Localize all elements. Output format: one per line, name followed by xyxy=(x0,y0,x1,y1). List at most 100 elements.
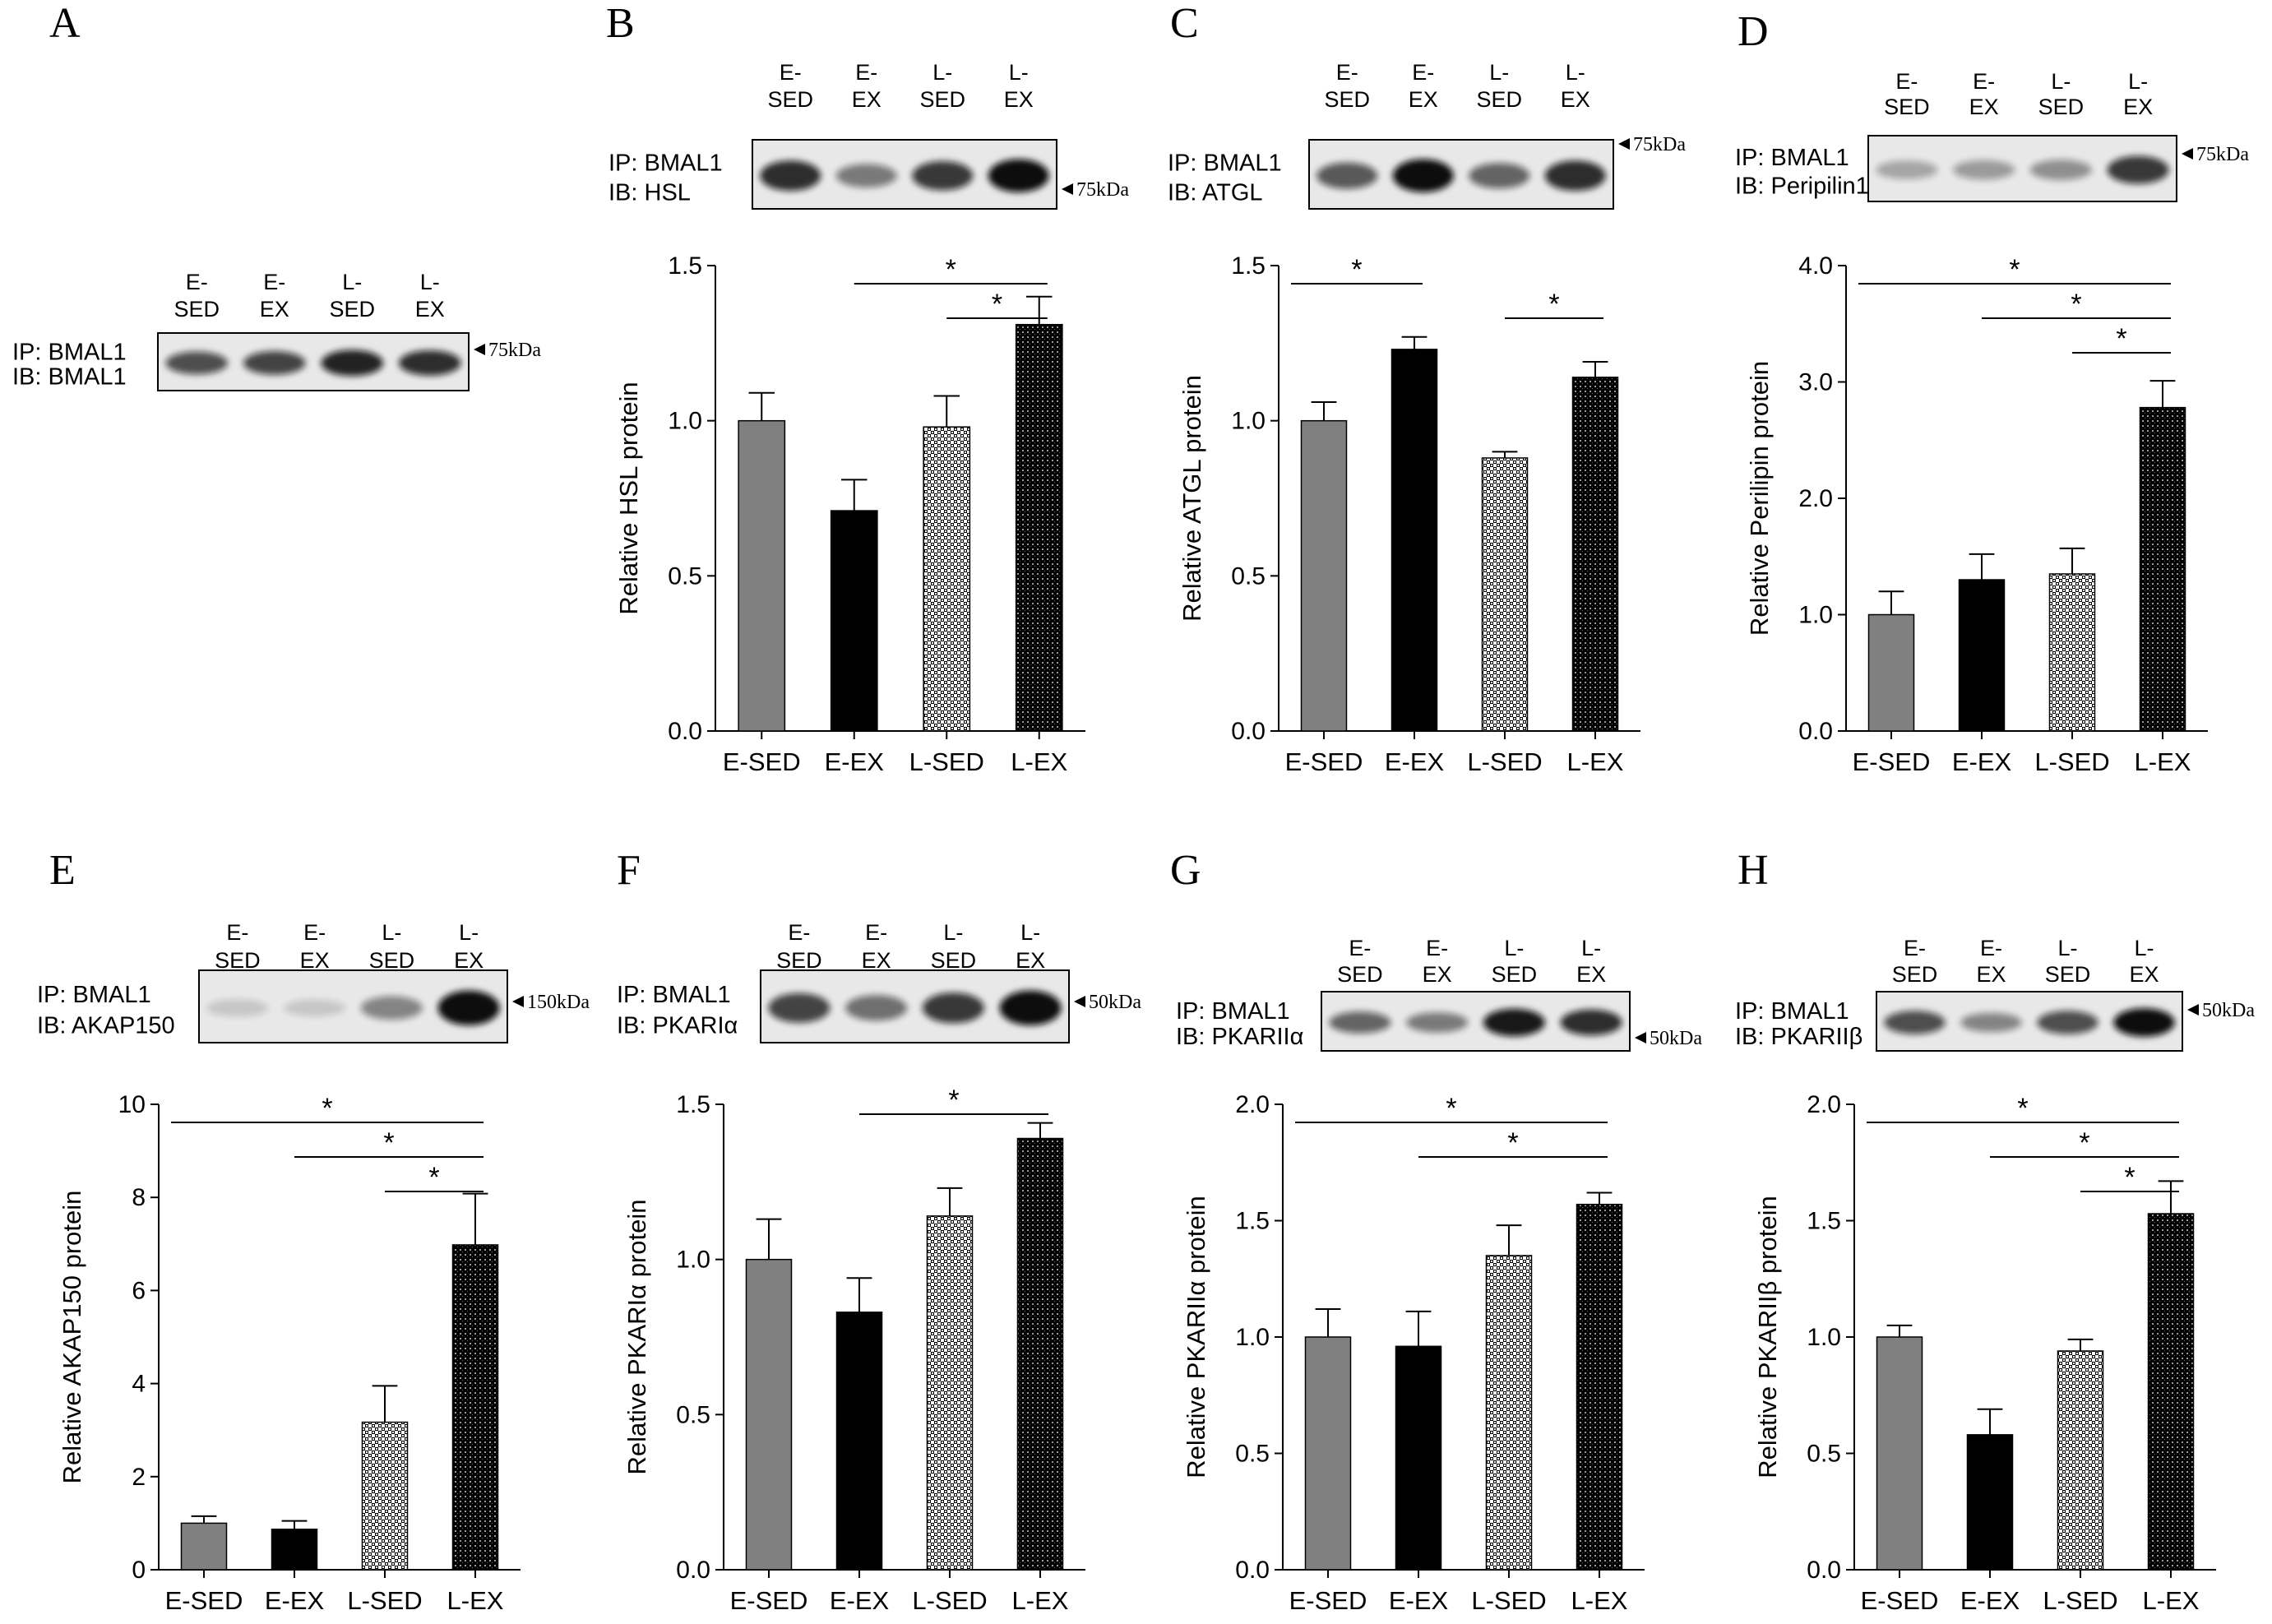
band xyxy=(321,349,384,377)
ib-label: IB: BMAL1 xyxy=(12,364,127,391)
significance-star: * xyxy=(2071,289,2081,320)
lane-label-bottom: SED xyxy=(369,948,415,973)
x-tick-label: L-SED xyxy=(912,1586,987,1615)
x-tick-label: L-EX xyxy=(447,1586,504,1615)
x-tick-label: L-SED xyxy=(1467,747,1542,776)
band xyxy=(922,992,984,1024)
marker-arrow-icon xyxy=(1618,138,1630,150)
ip-label: IP: BMAL1 xyxy=(37,982,151,1008)
lane-label-bottom: SED xyxy=(329,297,375,322)
lane-label-bottom: EX xyxy=(852,87,881,112)
y-tick-label: 0.0 xyxy=(1235,1557,1270,1584)
bar-e-sed xyxy=(1304,1336,1352,1571)
significance-star: * xyxy=(2116,323,2126,354)
bar-l-sed xyxy=(361,1421,409,1571)
y-axis-label: Relative PKARIIβ protein xyxy=(1753,1196,1782,1478)
ip-label: IP: BMAL1 xyxy=(1735,998,1849,1025)
significance-star: * xyxy=(948,1085,959,1116)
band xyxy=(1392,159,1454,192)
bar-l-sed xyxy=(1485,1255,1533,1571)
x-tick-label: E-SED xyxy=(1861,1586,1939,1615)
lane-label-bottom: SED xyxy=(174,297,220,322)
lane-label-top: L- xyxy=(1489,60,1509,85)
significance-star: * xyxy=(383,1127,394,1159)
lane-label-bottom: EX xyxy=(260,297,289,322)
marker-arrow-icon xyxy=(2187,1004,2199,1016)
lane-label-bottom: SED xyxy=(1492,962,1538,987)
lane-label-bottom: SED xyxy=(919,87,965,112)
band xyxy=(760,160,821,192)
significance-star: * xyxy=(2079,1127,2089,1159)
y-tick-label: 2.0 xyxy=(1807,1091,1841,1118)
lane-label-top: L- xyxy=(1009,60,1029,85)
band xyxy=(284,999,346,1017)
lane-label-top: L- xyxy=(1566,60,1585,85)
band xyxy=(1560,1009,1622,1036)
blot-labels: IP: BMAL1 IB: HSL xyxy=(608,150,723,206)
significance-star: * xyxy=(322,1093,332,1124)
band xyxy=(206,999,269,1017)
lane-label-top: L- xyxy=(342,270,362,294)
y-tick-label: 0.0 xyxy=(1807,1557,1841,1584)
y-tick-label: 0 xyxy=(132,1557,146,1584)
x-tick-label: L-EX xyxy=(1012,1586,1069,1615)
band xyxy=(2037,1011,2098,1034)
lane-label-bottom: EX xyxy=(2123,95,2153,119)
y-tick-label: 0.0 xyxy=(668,718,702,745)
x-tick-label: E-SED xyxy=(1853,747,1931,776)
y-tick-label: 4.0 xyxy=(1798,252,1833,280)
x-tick-label: E-EX xyxy=(830,1586,890,1615)
lane-label-bottom: EX xyxy=(1423,962,1452,987)
bar-e-ex xyxy=(1958,579,2006,732)
x-tick-label: L-EX xyxy=(2135,747,2191,776)
x-tick-label: L-EX xyxy=(1571,1586,1628,1615)
significance-star: * xyxy=(1351,254,1362,285)
lane-label-top: E- xyxy=(263,270,285,294)
lane-label-top: E- xyxy=(780,60,802,85)
molecular-weight-marker: 150kDa xyxy=(527,992,590,1013)
lane-label-top: L- xyxy=(1581,936,1601,960)
lane-label-bottom: SED xyxy=(1476,87,1522,112)
panel-letter-g: G xyxy=(1170,847,1201,894)
panel-letter-d: D xyxy=(1738,8,1769,55)
y-tick-label: 0.5 xyxy=(1807,1441,1841,1468)
lane-label-bottom: EX xyxy=(1561,87,1590,112)
lane-label-bottom: SED xyxy=(1892,962,1938,987)
y-axis-label: Relative Perilipin protein xyxy=(1745,361,1774,636)
x-tick-label: E-EX xyxy=(1960,1586,2020,1615)
ip-label: IP: BMAL1 xyxy=(617,982,731,1008)
lane-label-top: E- xyxy=(1412,60,1434,85)
band xyxy=(768,992,831,1023)
bar-l-sed xyxy=(926,1215,974,1571)
y-axis-label: Relative HSL protein xyxy=(614,382,643,614)
molecular-weight-marker: 75kDa xyxy=(2196,144,2249,165)
band xyxy=(2029,160,2092,181)
lane-label-top: E- xyxy=(226,920,248,945)
significance-star: * xyxy=(2124,1162,2135,1193)
x-tick-label: E-EX xyxy=(1389,1586,1449,1615)
bar-l-ex xyxy=(2147,1213,2195,1571)
x-tick-label: L-SED xyxy=(347,1586,422,1615)
blot-labels: IP: BMAL1 IB: ATGL xyxy=(1168,150,1282,206)
lane-label-bottom: SED xyxy=(931,948,977,973)
bar-l-ex xyxy=(1576,1203,1623,1571)
lane-label-bottom: EX xyxy=(862,948,891,973)
molecular-weight-marker: 50kDa xyxy=(2202,1000,2255,1021)
blot-labels: IP: BMAL1 IB: AKAP150 xyxy=(37,982,175,1039)
bar-l-sed xyxy=(923,426,971,732)
bar-e-sed xyxy=(738,419,786,732)
lane-label-top: E- xyxy=(1973,69,1995,94)
bar-l-ex xyxy=(1571,377,1619,732)
bar-l-sed xyxy=(1481,457,1529,732)
y-tick-label: 1.5 xyxy=(1807,1208,1841,1235)
lane-label-top: E- xyxy=(788,920,810,945)
lane-label-top: L- xyxy=(2128,69,2148,94)
lane-label-top: E- xyxy=(1895,69,1918,94)
x-tick-label: L-SED xyxy=(1471,1586,1546,1615)
band xyxy=(2107,155,2169,184)
y-tick-label: 1.5 xyxy=(1235,1208,1270,1235)
band xyxy=(1960,1012,2022,1033)
